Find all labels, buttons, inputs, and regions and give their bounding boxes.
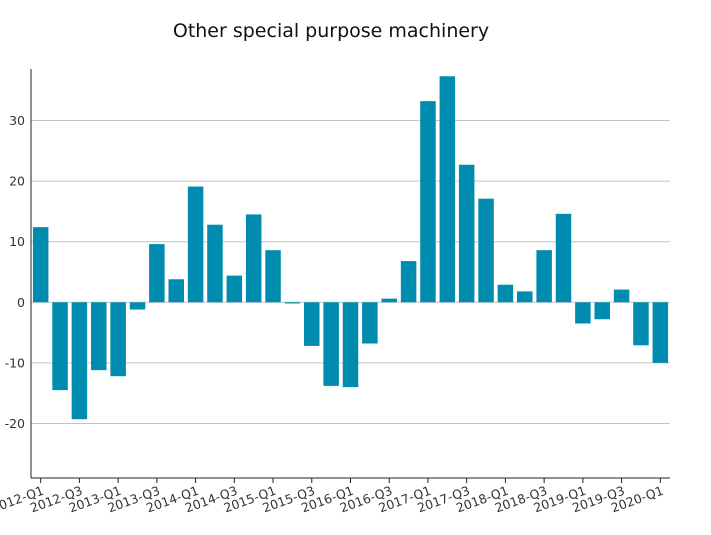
bar-2016-q4: [400, 261, 417, 303]
bar-2020-q1: [652, 302, 669, 363]
bar-2012-q3: [71, 302, 88, 420]
bar-2016-q1: [342, 302, 359, 388]
bar-2012-q4: [91, 302, 107, 371]
bar-2014-q3: [226, 275, 243, 303]
bar-2018-q3: [536, 250, 552, 303]
bar-2015-q2: [284, 302, 301, 304]
bar-2019-q4: [633, 302, 649, 346]
bar-2013-q1: [110, 302, 126, 377]
axes: [30, 69, 670, 479]
bar-2015-q3: [304, 302, 320, 346]
bar-2013-q2: [129, 302, 146, 310]
chart-title: Other special purpose machinery: [172, 20, 490, 42]
bar-2015-q4: [323, 302, 339, 386]
bar-2018-q2: [517, 291, 533, 303]
bar-2012-q1: [32, 227, 49, 303]
bar-2014-q1: [187, 186, 204, 303]
bar-2014-q2: [207, 224, 223, 303]
bar-2019-q1: [575, 302, 591, 324]
y-tick-label: 10: [9, 234, 25, 249]
bar-2019-q3: [613, 289, 630, 303]
y-tick-label: -10: [5, 355, 25, 370]
bar-2017-q4: [478, 198, 494, 303]
bar-2017-q3: [458, 164, 475, 303]
y-tick-label: 0: [17, 295, 25, 310]
bar-2019-q2: [594, 302, 610, 320]
bars: [32, 76, 669, 420]
bar-2016-q3: [381, 298, 397, 303]
bar-2013-q4: [168, 279, 184, 303]
bar-2012-q2: [52, 302, 68, 391]
y-tick-label: 20: [9, 174, 25, 189]
y-axis-ticks: -20 -10 0 10 20 30: [5, 113, 25, 431]
y-tick-label: -20: [5, 416, 25, 431]
bar-2014-q4: [245, 214, 262, 303]
y-tick-label: 30: [9, 113, 25, 128]
bar-2018-q4: [555, 213, 572, 303]
bar-2015-q1: [265, 250, 281, 303]
bar-2017-q2: [439, 76, 456, 303]
bar-2018-q1: [497, 284, 514, 303]
bar-2013-q3: [149, 244, 165, 303]
x-axis-ticks: 2012-Q12012-Q32013-Q12013-Q32014-Q12014-…: [0, 478, 665, 515]
bar-2016-q2: [362, 302, 378, 344]
bar-2017-q1: [420, 101, 436, 303]
